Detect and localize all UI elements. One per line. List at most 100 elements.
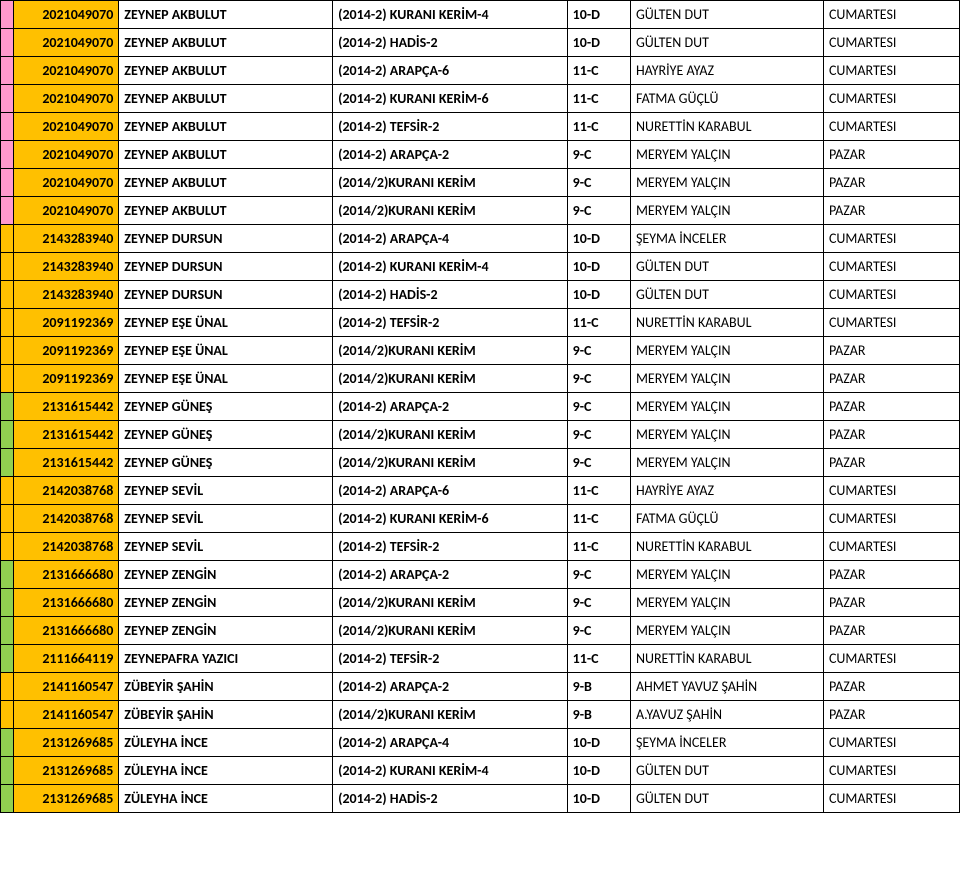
cell-class: 10-D [567,281,630,309]
cell-teacher: MERYEM YALÇIN [630,449,823,477]
cell-name: ZEYNEP AKBULUT [119,29,333,57]
cell-teacher: NURETTİN KARABUL [630,309,823,337]
cell-id: 2131666680 [14,617,119,645]
cell-class: 11-C [567,533,630,561]
table-row: 2111664119ZEYNEPAFRA YAZICI(2014-2) TEFS… [1,645,960,673]
table-row: 2131269685ZÜLEYHA İNCE(2014-2) HADİS-210… [1,785,960,813]
cell-class: 10-D [567,757,630,785]
table-row: 2143283940ZEYNEP DURSUN(2014-2) KURANI K… [1,253,960,281]
cell-course: (2014-2) TEFSİR-2 [333,533,568,561]
cell-day: PAZAR [823,337,959,365]
cell-class: 9-C [567,393,630,421]
cell-class: 11-C [567,505,630,533]
cell-teacher: HAYRİYE AYAZ [630,477,823,505]
cell-id: 2143283940 [14,281,119,309]
cell-id: 2131615442 [14,393,119,421]
cell-course: (2014-2) KURANI KERİM-4 [333,1,568,29]
cell-class: 9-C [567,141,630,169]
cell-course: (2014-2) ARAPÇA-4 [333,225,568,253]
table-row: 2131269685ZÜLEYHA İNCE(2014-2) ARAPÇA-41… [1,729,960,757]
cell-day: CUMARTESI [823,85,959,113]
cell-name: ZEYNEP AKBULUT [119,141,333,169]
row-marker [1,1,14,29]
cell-course: (2014/2)KURANI KERİM [333,589,568,617]
cell-class: 11-C [567,85,630,113]
cell-class: 9-C [567,337,630,365]
cell-course: (2014-2) HADİS-2 [333,29,568,57]
cell-course: (2014-2) KURANI KERİM-4 [333,757,568,785]
row-marker [1,309,14,337]
cell-name: ZÜBEYİR ŞAHİN [119,673,333,701]
cell-id: 2131666680 [14,589,119,617]
table-row: 2141160547ZÜBEYİR ŞAHİN(2014/2)KURANI KE… [1,701,960,729]
cell-class: 11-C [567,309,630,337]
cell-course: (2014-2) HADİS-2 [333,281,568,309]
cell-id: 2021049070 [14,85,119,113]
cell-class: 11-C [567,57,630,85]
cell-class: 10-D [567,785,630,813]
cell-class: 9-C [567,561,630,589]
table-row: 2131615442ZEYNEP GÜNEŞ(2014-2) ARAPÇA-29… [1,393,960,421]
cell-class: 9-C [567,169,630,197]
cell-teacher: MERYEM YALÇIN [630,421,823,449]
table-row: 2091192369ZEYNEP EŞE ÜNAL(2014/2)KURANI … [1,365,960,393]
cell-id: 2131269685 [14,785,119,813]
cell-course: (2014/2)KURANI KERİM [333,197,568,225]
row-marker [1,169,14,197]
cell-id: 2131269685 [14,757,119,785]
row-marker [1,225,14,253]
cell-class: 11-C [567,113,630,141]
cell-class: 10-D [567,1,630,29]
cell-id: 2091192369 [14,309,119,337]
table-row: 2131666680ZEYNEP ZENGİN(2014-2) ARAPÇA-2… [1,561,960,589]
row-marker [1,365,14,393]
cell-course: (2014/2)KURANI KERİM [333,337,568,365]
cell-day: CUMARTESI [823,281,959,309]
cell-day: PAZAR [823,141,959,169]
cell-teacher: MERYEM YALÇIN [630,169,823,197]
cell-teacher: NURETTİN KARABUL [630,533,823,561]
cell-class: 9-C [567,617,630,645]
cell-day: CUMARTESI [823,309,959,337]
row-marker [1,281,14,309]
cell-day: PAZAR [823,197,959,225]
cell-name: ZEYNEP AKBULUT [119,1,333,29]
cell-day: CUMARTESI [823,29,959,57]
cell-day: PAZAR [823,365,959,393]
row-marker [1,533,14,561]
cell-course: (2014-2) TEFSİR-2 [333,645,568,673]
cell-class: 9-C [567,421,630,449]
cell-name: ZEYNEP AKBULUT [119,169,333,197]
cell-name: ZEYNEP DURSUN [119,281,333,309]
cell-day: CUMARTESI [823,57,959,85]
cell-id: 2142038768 [14,533,119,561]
cell-class: 9-C [567,365,630,393]
cell-class: 9-C [567,589,630,617]
row-marker [1,197,14,225]
row-marker [1,85,14,113]
cell-course: (2014/2)KURANI KERİM [333,617,568,645]
cell-name: ZÜLEYHA İNCE [119,757,333,785]
cell-course: (2014/2)KURANI KERİM [333,365,568,393]
cell-name: ZEYNEP SEVİL [119,533,333,561]
row-marker [1,505,14,533]
row-marker [1,29,14,57]
cell-course: (2014-2) ARAPÇA-2 [333,141,568,169]
cell-name: ZEYNEP SEVİL [119,505,333,533]
row-marker [1,617,14,645]
table-row: 2021049070ZEYNEP AKBULUT(2014/2)KURANI K… [1,197,960,225]
cell-name: ZEYNEP ZENGİN [119,617,333,645]
cell-course: (2014-2) ARAPÇA-2 [333,673,568,701]
cell-day: PAZAR [823,421,959,449]
cell-id: 2021049070 [14,57,119,85]
cell-name: ZEYNEP AKBULUT [119,197,333,225]
table-row: 2143283940ZEYNEP DURSUN(2014-2) HADİS-21… [1,281,960,309]
table-row: 2021049070ZEYNEP AKBULUT(2014-2) TEFSİR-… [1,113,960,141]
cell-course: (2014-2) ARAPÇA-6 [333,477,568,505]
cell-teacher: MERYEM YALÇIN [630,617,823,645]
cell-name: ZEYNEP GÜNEŞ [119,393,333,421]
cell-name: ZEYNEP EŞE ÜNAL [119,309,333,337]
row-marker [1,729,14,757]
cell-teacher: MERYEM YALÇIN [630,141,823,169]
cell-class: 10-D [567,29,630,57]
